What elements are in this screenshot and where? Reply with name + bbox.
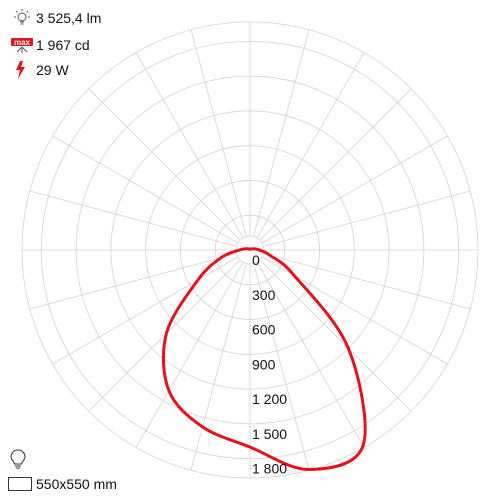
grid-radial-line [52,256,239,365]
rectangle-icon [8,477,32,491]
max-intensity-row: max 1 967 cd [10,35,90,55]
grid-radial-line [261,135,448,244]
lamp-icon [10,8,34,28]
grid-radial-line [263,190,471,247]
grid-radial-line [261,256,448,365]
radial-tick-label: 0 [252,252,260,268]
grid-radial-line [259,88,412,241]
bulb-icon [8,448,28,473]
max-intensity-value: 1 967 cd [36,37,90,53]
radial-tick-label: 900 [252,356,276,372]
grid-radial-line [190,263,247,471]
radial-tick-labels: 0 300 600 900 1 200 1 500 1 800 [252,252,287,477]
grid-radial-line [135,261,244,448]
dimensions-row: 550x550 mm [8,476,117,492]
grid-radial-line [88,88,241,241]
grid-radial-line [253,29,310,237]
luminous-flux-value: 3 525,4 lm [36,10,102,26]
polar-grid [21,21,479,479]
grid-radial-line [253,263,310,471]
grid-radial-line [29,190,237,247]
radial-tick-label: 600 [252,322,276,338]
power-value: 29 W [36,62,69,78]
max-intensity-icon: max [10,35,34,55]
grid-radial-line [256,52,365,239]
grid-radial-line [259,259,412,412]
grid-radial-line [52,135,239,244]
flux-row: 3 525,4 lm [10,8,101,28]
radial-tick-label: 1 800 [252,461,287,477]
power-row: 29 W [10,60,69,80]
intensity-curve-group [161,247,367,471]
radial-tick-label: 1 200 [252,391,287,407]
radial-tick-label: 300 [252,287,276,303]
grid-radial-line [190,29,247,237]
radial-tick-label: 1 500 [252,426,287,442]
intensity-curve [161,247,367,471]
grid-radial-line [135,52,244,239]
dimensions-value: 550x550 mm [36,476,117,492]
lightning-icon [10,60,34,80]
bulb-row [8,448,28,473]
grid-radial-line [256,261,365,448]
grid-radial-line [29,253,237,310]
max-icon-text: max [14,38,31,47]
grid-radial-line [263,253,471,310]
